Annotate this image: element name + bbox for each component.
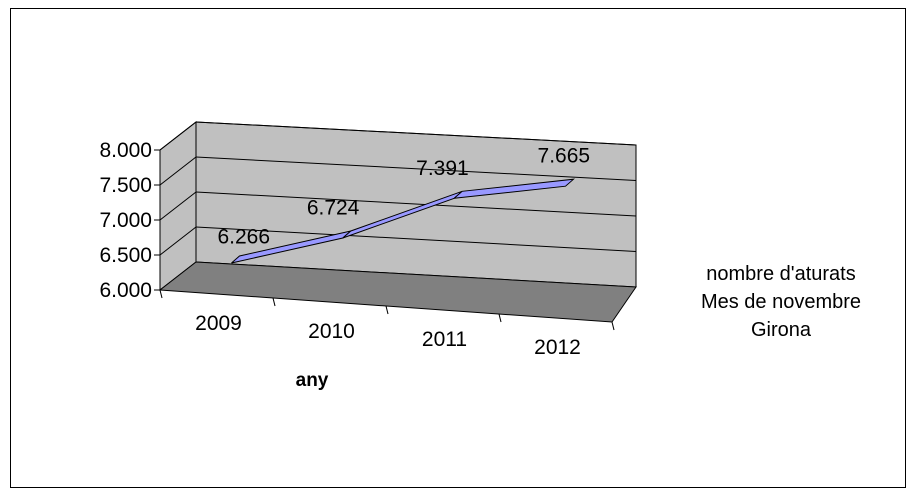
legend-text: Mes de novembre [701,291,861,313]
data-label: 6.266 [217,225,270,248]
legend-text: nombre d'aturats [706,263,855,285]
x-tick-mark [611,321,615,331]
gridline-side [159,156,197,186]
y-tick-label: 6.500 [99,244,152,267]
x-tick-label: 2009 [195,312,242,335]
series-segment [452,178,576,199]
gridline [195,121,637,146]
data-label: 7.391 [416,157,469,180]
x-tick-label: 2010 [308,320,355,343]
x-tick-mark [385,305,389,315]
gridline-side [159,121,197,151]
gridlines [159,121,637,256]
gridline [195,156,637,181]
x-tick-mark [498,313,502,323]
legend-text: Girona [751,319,812,341]
gridline-side [159,191,197,221]
x-axis-title: any [296,370,329,391]
x-tick-mark [272,297,276,307]
y-axis: 6.000 6.500 7.000 7.500 8.000 [99,139,161,302]
data-labels: 6.266 6.724 7.391 7.665 [217,145,590,249]
x-tick-label: 2012 [534,336,581,359]
data-label: 6.724 [307,196,360,219]
gridline-side [159,226,197,256]
x-tick-mark [159,289,163,299]
chart-floor [158,261,637,323]
x-axis: 2009 2010 2011 2012 [159,289,615,359]
y-tick-label: 8.000 [99,139,152,162]
legend: nombre d'aturats Mes de novembre Girona [701,263,861,341]
x-tick-label: 2011 [422,328,467,351]
y-tick-label: 7.500 [99,174,152,197]
series-ribbon [231,178,576,264]
data-label: 7.665 [538,145,591,168]
y-tick-label: 6.000 [99,279,152,302]
y-tick-label: 7.000 [99,209,152,232]
gridline [195,191,637,217]
gridline [195,226,637,252]
